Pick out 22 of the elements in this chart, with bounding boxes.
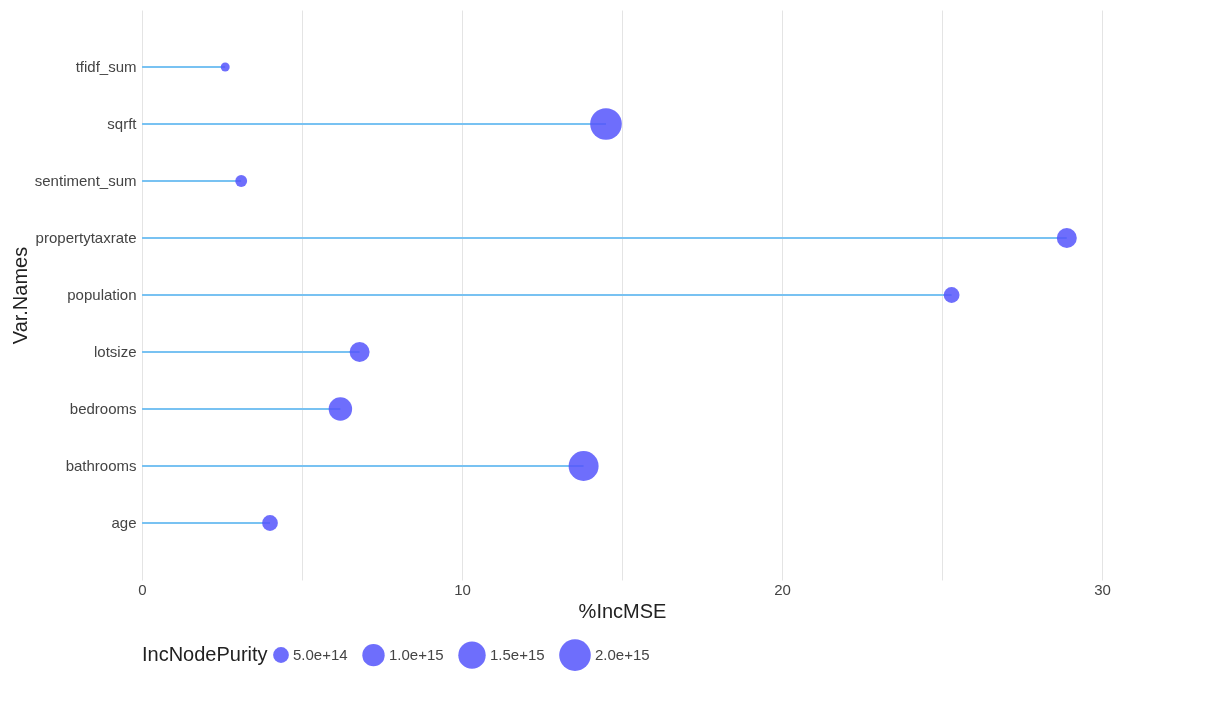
y-tick-label: tfidf_sum [75,58,137,75]
y-tick-label: sentiment_sum [34,172,137,189]
y-tick-label: bedrooms [69,400,137,417]
point [349,342,370,362]
legend-title: IncNodePurity [142,643,268,665]
x-tick-label: 0 [138,580,147,598]
y-tick-label: sqrft [107,115,138,132]
y-tick-label: population [67,286,137,303]
legend-label: 1.0e+15 [389,646,444,664]
x-tick-label: 20 [774,580,791,598]
x-tick-label: 30 [1094,580,1111,598]
x-axis-title: %IncMSE [578,599,667,622]
y-tick-label: age [111,514,137,531]
y-tick-label: propertytaxrate [35,229,137,246]
legend-label: 5.0e+14 [293,646,348,663]
y-tick-label: bathrooms [65,457,137,474]
point [1056,228,1077,248]
y-tick-label: lotsize [93,343,137,360]
x-tick-label: 10 [454,580,471,598]
legend-label: 1.5e+15 [490,646,545,664]
y-axis-title: Var.Names [8,246,31,345]
legend-label: 2.0e+15 [595,646,650,664]
